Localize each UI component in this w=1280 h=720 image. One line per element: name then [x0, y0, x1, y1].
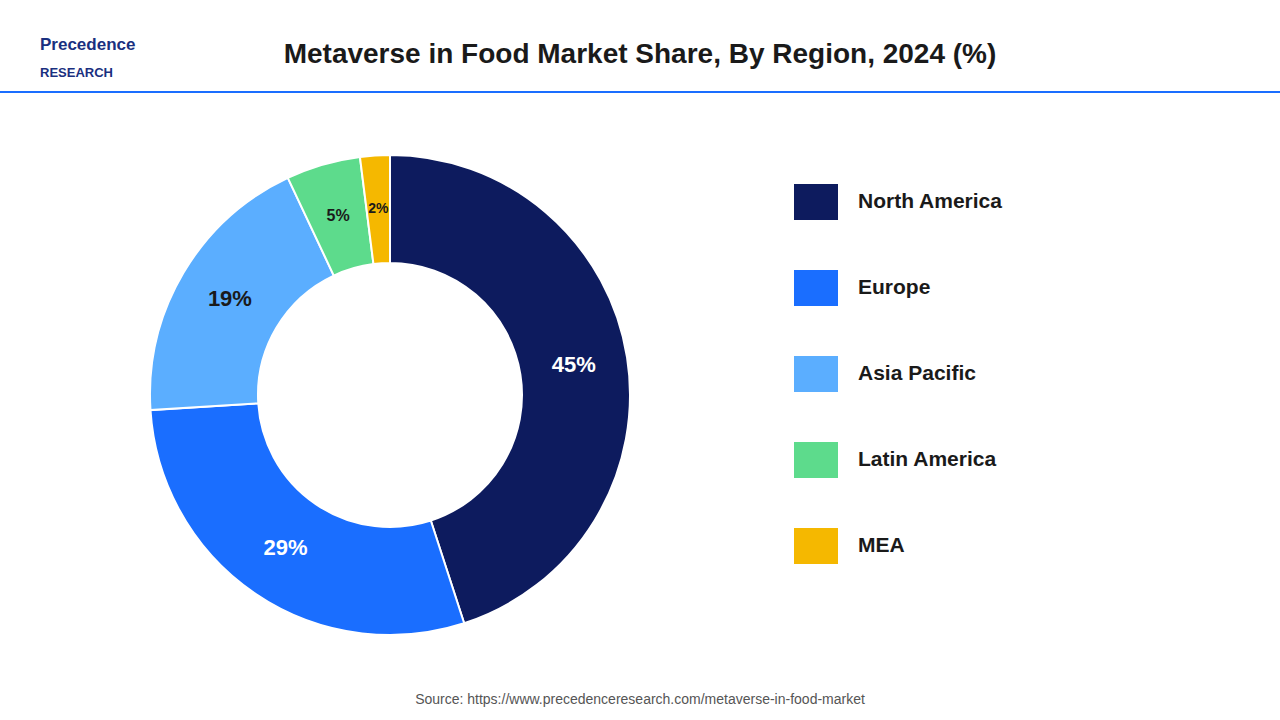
legend-label: Europe	[858, 275, 930, 298]
data-label: 2%	[368, 200, 389, 216]
legend-label: Asia Pacific	[858, 361, 976, 384]
slice	[150, 403, 464, 635]
legend-label: North America	[858, 189, 1002, 212]
data-label: 19%	[208, 286, 252, 311]
slice	[288, 157, 374, 276]
legend-label: MEA	[858, 533, 905, 556]
logo-bottom: RESEARCH	[40, 65, 113, 80]
data-label: 29%	[263, 535, 307, 560]
data-label: 5%	[327, 207, 350, 224]
chart: Metaverse in Food Market Share, By Regio…	[0, 0, 1280, 720]
source: Source: https://www.precedenceresearch.c…	[415, 691, 865, 707]
legend-label: Latin America	[858, 447, 996, 470]
title: Metaverse in Food Market Share, By Regio…	[284, 38, 997, 69]
legend-swatch	[794, 442, 838, 478]
legend-swatch	[794, 270, 838, 306]
legend: North America Europe Asia Pacific Latin Ame…	[794, 184, 1002, 564]
logo-top: Precedence	[40, 35, 135, 54]
legend-swatch	[794, 184, 838, 220]
donut	[150, 155, 630, 635]
data-labels: 45% 29% 19% 5% 2%	[208, 200, 596, 560]
title-rule	[0, 91, 1280, 93]
data-label: 45%	[552, 352, 596, 377]
legend-swatch	[794, 356, 838, 392]
slice	[360, 155, 390, 264]
legend-swatch	[794, 528, 838, 564]
